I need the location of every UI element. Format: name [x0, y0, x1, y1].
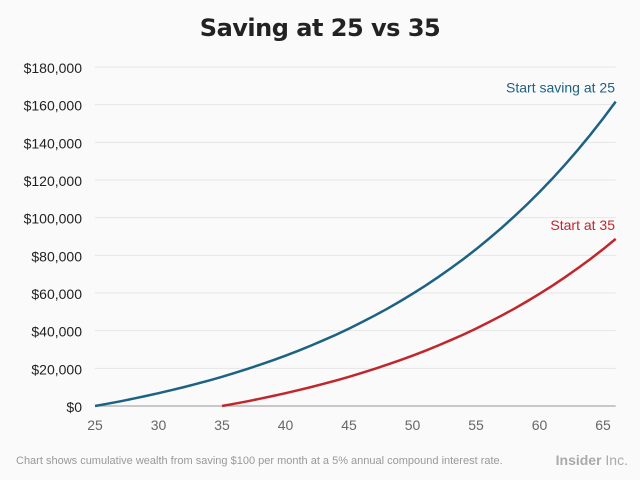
y-tick-label: $140,000: [24, 135, 83, 151]
series-label: Start at 35: [550, 217, 615, 233]
logo-light: Inc.: [601, 452, 628, 468]
x-tick-label: 35: [214, 417, 230, 433]
logo-bold: Insider: [555, 452, 602, 468]
y-tick-label: $60,000: [31, 286, 82, 302]
x-tick-label: 45: [341, 417, 357, 433]
series-line-start-25: [94, 100, 617, 408]
y-tick-label: $0: [66, 399, 82, 415]
chart-title: Saving at 25 vs 35: [199, 14, 441, 42]
y-tick-label: $40,000: [31, 324, 82, 340]
x-tick-label: 40: [278, 417, 294, 433]
footer-note: Chart shows cumulative wealth from savin…: [16, 455, 503, 467]
y-tick-label: $100,000: [24, 211, 83, 227]
x-tick-label: 25: [87, 417, 103, 433]
x-tick-label: 60: [532, 417, 548, 433]
x-tick-label: 30: [151, 417, 167, 433]
x-tick-label: 55: [468, 417, 484, 433]
x-tick-label: 65: [595, 417, 611, 433]
insider-logo: Insider Inc.: [556, 452, 628, 468]
y-tick-label: $120,000: [24, 173, 83, 189]
y-tick-label: $20,000: [31, 361, 82, 377]
y-tick-label: $180,000: [24, 60, 83, 76]
series-line-start-35: [221, 237, 617, 408]
x-tick-label: 50: [405, 417, 421, 433]
series-label: Start saving at 25: [506, 80, 615, 96]
y-tick-label: $80,000: [31, 248, 82, 264]
y-tick-label: $160,000: [24, 98, 83, 114]
